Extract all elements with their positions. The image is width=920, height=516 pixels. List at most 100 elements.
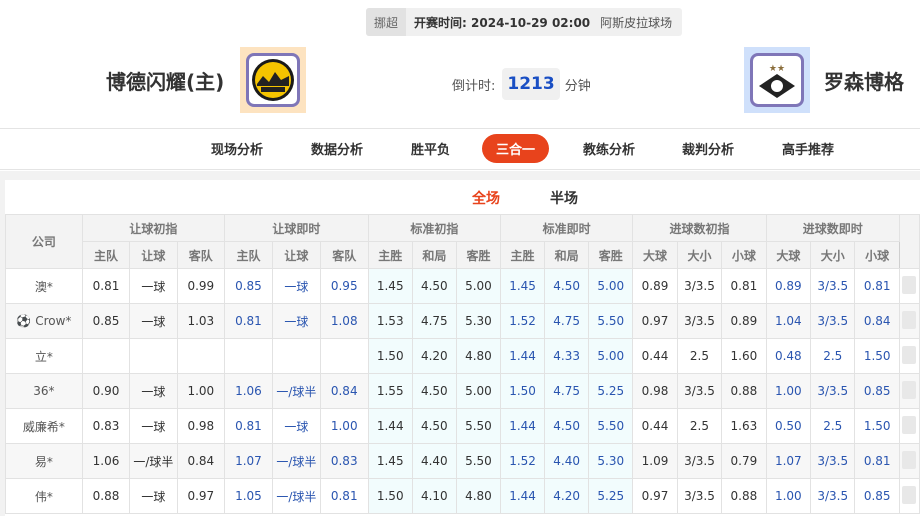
company-name: 立* <box>34 349 53 364</box>
odds-cell: 5.25 <box>588 478 634 514</box>
table-row[interactable]: 36* 0.90 一球 1.00 1.06 一/球半 0.84 1.55 4.50 5.00 1.5… <box>5 373 920 409</box>
subtab-full-match[interactable]: 全场 <box>464 188 508 217</box>
odds-cell: 4.40 <box>411 443 457 479</box>
odds-cell: 5.00 <box>455 373 502 409</box>
league-label[interactable]: 挪超 <box>366 8 407 36</box>
odds-cell: 4.20 <box>411 338 457 374</box>
odds-cell: 0.98 <box>176 408 226 444</box>
row-action[interactable] <box>898 443 920 479</box>
tab-data-analysis[interactable]: 数据分析 <box>311 143 364 158</box>
company-name: 澳* <box>34 279 53 294</box>
odds-cell: 4.50 <box>544 268 590 304</box>
detail-button[interactable] <box>902 450 917 469</box>
odds-cell: 1.08 <box>319 303 369 339</box>
detail-button[interactable] <box>902 380 917 399</box>
odds-cell: 0.84 <box>319 373 369 409</box>
odds-cell: 3/3.5 <box>810 443 856 479</box>
table-row[interactable]: 伟* 0.88 一球 0.97 1.05 一/球半 0.81 1.50 4.10 4.80 1.44… <box>5 478 920 514</box>
tab-three-in-one[interactable]: 三合一 <box>482 134 550 163</box>
away-team-name[interactable]: 罗森博格 <box>824 70 904 94</box>
tab-expert-picks[interactable]: 高手推荐 <box>782 143 835 158</box>
company-cell[interactable]: 伟* <box>5 478 83 514</box>
odds-cell: 一/球半 <box>129 443 178 479</box>
odds-cell: 0.48 <box>765 338 812 374</box>
odds-cell: 3/3.5 <box>810 373 856 409</box>
row-action[interactable] <box>898 338 920 374</box>
odds-cell: 0.81 <box>224 408 273 444</box>
odds-cell: 0.89 <box>632 268 678 304</box>
column-header: 让球 <box>271 241 321 269</box>
odds-cell: 1.52 <box>499 303 546 339</box>
company-cell[interactable]: 威廉希* <box>5 408 83 444</box>
odds-cell: 一/球半 <box>271 443 321 479</box>
odds-cell: 0.81 <box>721 268 767 304</box>
odds-cell: 0.81 <box>224 303 273 339</box>
odds-cell: 4.20 <box>544 478 590 514</box>
odds-cell: 0.89 <box>721 303 767 339</box>
tab-coach-analysis[interactable]: 教练分析 <box>583 143 636 158</box>
table-row[interactable]: 威廉希* 0.83 一球 0.98 0.81 一球 1.00 1.44 4.50 5.50 1.44… <box>5 408 920 444</box>
odds-table: 公司 让球初指 让球即时 标准初指 标准即时 进球数初指 进球数即时 主队 让球客… <box>5 214 920 514</box>
table-row[interactable]: 易* 1.06 一/球半 0.84 1.07 一/球半 0.83 1.45 4.40 5.50 1.… <box>5 443 920 479</box>
column-header: 大小 <box>810 241 856 269</box>
row-action[interactable] <box>898 303 920 339</box>
countdown-value: 1213 <box>502 68 560 100</box>
row-action[interactable] <box>898 268 920 304</box>
odds-cell: 1.00 <box>176 373 226 409</box>
odds-cell: 1.55 <box>367 373 413 409</box>
column-header: 和局 <box>411 241 457 269</box>
odds-cell: 3/3.5 <box>676 443 723 479</box>
odds-cell: 2.5 <box>676 408 723 444</box>
row-action[interactable] <box>898 408 920 444</box>
group-header: 进球数初指 <box>632 214 767 242</box>
table-row[interactable]: 立* 1.50 4.20 4.80 1.44 4.33 5.00 0.44 2.5 1.60 0.4… <box>5 338 920 374</box>
home-team-logo[interactable] <box>240 47 306 113</box>
action-header <box>898 214 920 269</box>
odds-cell: 0.85 <box>224 268 273 304</box>
company-cell[interactable]: 36* <box>5 373 83 409</box>
row-action[interactable] <box>898 478 920 514</box>
detail-button[interactable] <box>902 310 917 329</box>
odds-cell: 3/3.5 <box>676 478 723 514</box>
table-row[interactable]: 澳* 0.81 一球 0.99 0.85 一球 0.95 1.45 4.50 5.00 1.45 4.… <box>5 268 920 304</box>
odds-cell: 1.04 <box>765 303 812 339</box>
odds-cell: 1.05 <box>224 478 273 514</box>
odds-cell: 1.07 <box>224 443 273 479</box>
odds-cell: 一球 <box>129 408 178 444</box>
odds-cell <box>176 338 226 374</box>
table-row[interactable]: ⚽ Crow* 0.85 一球 1.03 0.81 一球 1.08 1.53 4.75 5.30 1… <box>5 303 920 339</box>
company-cell[interactable]: 易* <box>5 443 83 479</box>
odds-cell: 1.09 <box>632 443 678 479</box>
column-header: 主队 <box>81 241 131 269</box>
detail-button[interactable] <box>902 485 917 504</box>
company-cell[interactable]: 立* <box>5 338 83 374</box>
odds-cell: 1.45 <box>499 268 546 304</box>
odds-cell: 5.50 <box>588 303 634 339</box>
odds-cell: 4.33 <box>544 338 590 374</box>
tab-live-analysis[interactable]: 现场分析 <box>211 143 264 158</box>
subtab-half-time[interactable]: 半场 <box>550 191 578 207</box>
odds-cell: 一球 <box>271 268 321 304</box>
odds-cell: 0.89 <box>765 268 812 304</box>
odds-cell: 4.40 <box>544 443 590 479</box>
detail-button[interactable] <box>902 345 917 364</box>
odds-cell: 1.50 <box>499 373 546 409</box>
home-team-name[interactable]: 博德闪耀(主) <box>106 70 225 94</box>
row-action[interactable] <box>898 373 920 409</box>
column-header: 主胜 <box>367 241 413 269</box>
company-cell[interactable]: ⚽ Crow* <box>5 303 83 339</box>
away-team-logo[interactable]: ★★ <box>744 47 810 113</box>
odds-cell: 0.84 <box>176 443 226 479</box>
tab-referee-analysis[interactable]: 裁判分析 <box>682 143 735 158</box>
group-header: 进球数即时 <box>765 214 900 242</box>
odds-cell: 4.10 <box>411 478 457 514</box>
tab-win-draw-lose[interactable]: 胜平负 <box>411 143 451 158</box>
detail-button[interactable] <box>902 275 917 294</box>
detail-button[interactable] <box>902 415 917 434</box>
odds-cell: 5.50 <box>588 408 634 444</box>
odds-cell: 1.07 <box>765 443 812 479</box>
odds-cell: 1.44 <box>499 478 546 514</box>
company-cell[interactable]: 澳* <box>5 268 83 304</box>
column-header: 客胜 <box>455 241 502 269</box>
column-header: 小球 <box>721 241 767 269</box>
